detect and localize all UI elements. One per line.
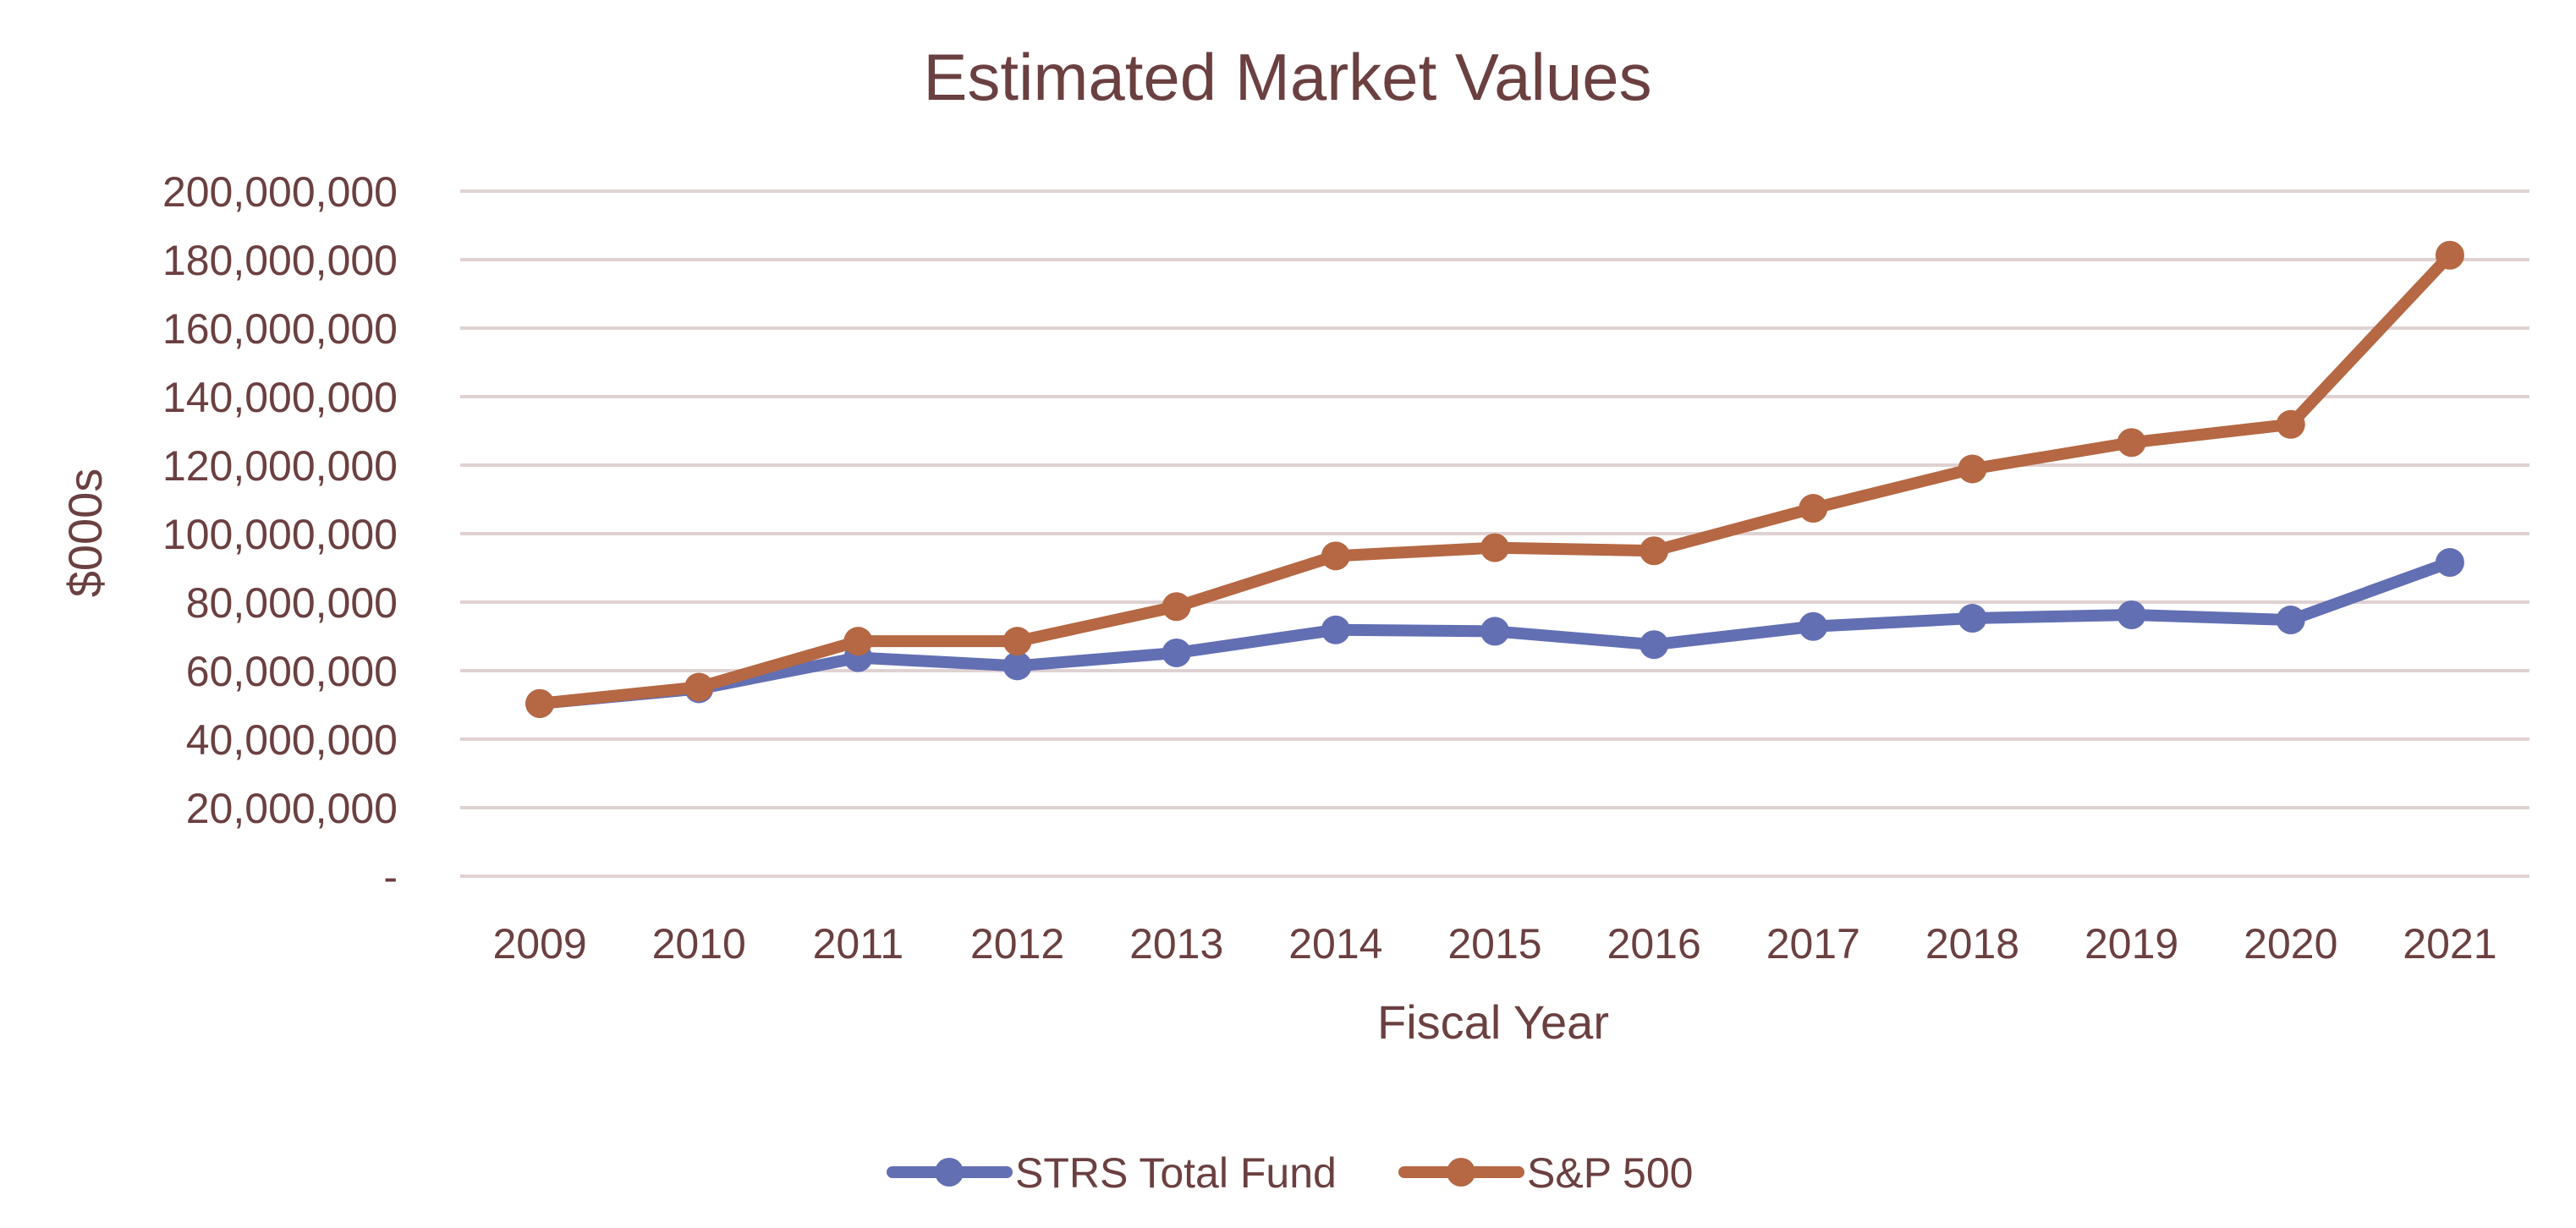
legend-label: S&P 500 <box>1527 1149 1693 1197</box>
data-point <box>1480 617 1509 646</box>
data-point <box>2117 600 2146 629</box>
legend-item: S&P 500 <box>1398 1149 1693 1197</box>
data-point <box>2435 548 2464 578</box>
y-tick-label: 80,000,000 <box>186 579 398 627</box>
y-tick-label: 20,000,000 <box>186 785 398 832</box>
y-tick-labels: - 20,000,000 40,000,000 60,000,000 80,000,00… <box>162 168 398 901</box>
y-tick-label: 100,000,000 <box>162 511 398 558</box>
x-tick-label: 2016 <box>1607 920 1701 968</box>
series-group <box>525 240 2464 718</box>
y-tick-label: 200,000,000 <box>162 168 398 216</box>
y-tick-label: 140,000,000 <box>162 374 398 421</box>
data-point <box>1321 615 1350 644</box>
series-s-p-500 <box>525 240 2464 718</box>
x-tick-label: 2021 <box>2403 920 2496 968</box>
x-tick-label: 2009 <box>492 920 586 968</box>
y-axis-label: $000s <box>58 469 112 598</box>
y-tick-label: 40,000,000 <box>186 716 398 764</box>
data-point <box>1958 454 1987 484</box>
y-tick-label: 60,000,000 <box>186 648 398 695</box>
data-point <box>843 627 873 656</box>
legend-marker-icon <box>935 1158 964 1187</box>
x-tick-label: 2015 <box>1447 920 1541 968</box>
data-point <box>2435 240 2464 270</box>
legend-marker-icon <box>1447 1158 1475 1187</box>
legend-item: STRS Total Fund <box>887 1149 1337 1197</box>
data-point <box>1640 536 1669 566</box>
y-tick-label: 160,000,000 <box>162 305 398 353</box>
x-axis-label: Fiscal Year <box>1377 995 1609 1049</box>
y-tick-label: 120,000,000 <box>162 442 398 490</box>
x-tick-label: 2010 <box>652 920 746 968</box>
legend-label: STRS Total Fund <box>1015 1149 1337 1197</box>
data-point <box>2276 409 2305 439</box>
chart-title: Estimated Market Values <box>923 40 1651 114</box>
x-tick-label: 2020 <box>2244 920 2337 968</box>
data-point <box>1321 541 1350 571</box>
data-point <box>2117 428 2146 458</box>
y-tick-label: - <box>383 853 398 901</box>
data-point <box>525 688 555 718</box>
legend: STRS Total Fund S&P 500 <box>887 1149 1693 1197</box>
x-tick-label: 2011 <box>813 920 904 968</box>
data-point <box>1480 533 1509 562</box>
data-point <box>1002 651 1032 681</box>
data-point <box>1162 638 1191 667</box>
x-tick-label: 2013 <box>1129 920 1223 968</box>
y-tick-label: 180,000,000 <box>162 237 398 284</box>
data-point <box>1002 627 1032 656</box>
series-strs-total-fund <box>525 548 2464 718</box>
data-point <box>1958 604 1987 633</box>
x-tick-label: 2014 <box>1288 920 1382 968</box>
data-point <box>2276 606 2305 635</box>
data-point <box>1799 494 1828 524</box>
x-tick-label: 2017 <box>1766 920 1860 968</box>
data-point <box>684 672 714 702</box>
x-tick-label: 2019 <box>2084 920 2178 968</box>
x-tick-labels: 2009 2010 2011 2012 2013 2014 2015 2016 2017 2018… <box>492 920 2496 968</box>
x-tick-label: 2018 <box>1925 920 2019 968</box>
data-point <box>1162 592 1191 622</box>
data-point <box>1640 630 1669 660</box>
x-tick-label: 2012 <box>970 920 1064 968</box>
data-point <box>1799 611 1828 641</box>
